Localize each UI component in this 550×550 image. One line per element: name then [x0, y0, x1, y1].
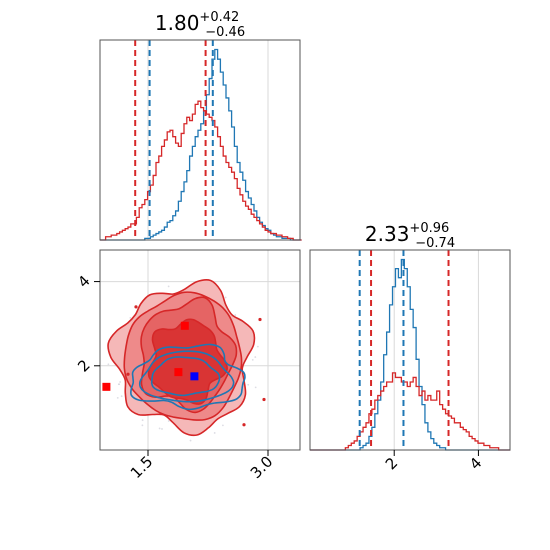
- y-hist-frame: [309, 249, 511, 451]
- sample-point: [141, 424, 144, 427]
- sample-point: [141, 419, 144, 422]
- x-marginal-histogram: 1.80+0.42 −0.46: [99, 10, 302, 241]
- sample-point: [234, 314, 237, 316]
- sample-point: [107, 363, 110, 366]
- blue-contour-3: [150, 356, 221, 397]
- outlier-point: [258, 317, 262, 322]
- joint-x-tick-label: 1.5: [127, 452, 157, 482]
- x-median: 1.80: [155, 11, 200, 35]
- truth-marker: [190, 372, 199, 381]
- blue-contour-1: [129, 343, 246, 411]
- joint-y-tick-label: 2: [74, 356, 93, 375]
- sample-point: [120, 395, 123, 398]
- x-hist-series-2-step: [100, 100, 302, 241]
- outlier-point: [134, 305, 138, 309]
- sample-point: [189, 439, 192, 442]
- joint-x-tick-label: 3.0: [247, 452, 277, 482]
- sample-point: [158, 427, 161, 430]
- x-hist-series-1-step: [100, 48, 302, 241]
- sample-point: [256, 345, 259, 348]
- y-hist-title: 2.33+0.96 −0.74: [365, 221, 455, 251]
- truth-marker: [174, 368, 183, 377]
- truth-marker: [180, 321, 189, 330]
- y-minus: −0.74: [415, 236, 455, 251]
- outlier-point: [242, 423, 246, 427]
- y-marginal-histogram: 2.33+0.96 −0.74 2 4: [309, 221, 511, 473]
- outlier-point: [262, 397, 266, 402]
- sample-point: [167, 285, 170, 288]
- sample-point: [224, 296, 227, 299]
- outlier-point: [126, 372, 130, 376]
- sample-point: [116, 396, 119, 399]
- sample-point: [254, 386, 257, 389]
- x-plus: +0.42: [199, 10, 239, 25]
- sample-point: [167, 420, 170, 422]
- sample-point: [117, 383, 120, 386]
- sample-point: [119, 381, 122, 383]
- sample-point: [129, 316, 132, 319]
- joint-contour-panel: 1.5 3.0 2 4: [74, 249, 301, 482]
- y-median: 2.33: [365, 222, 410, 246]
- joint-y-tick-label: 4: [74, 272, 93, 291]
- sample-point: [254, 356, 257, 358]
- sample-point: [222, 424, 224, 427]
- y-plus: +0.96: [409, 221, 449, 236]
- y-hist-series-1-step: [310, 258, 511, 451]
- x-hist-title: 1.80+0.42 −0.46: [155, 10, 245, 40]
- truth-marker: [102, 382, 111, 391]
- joint-frame: [99, 249, 301, 451]
- y-hist-series-2-step: [310, 372, 511, 451]
- x-hist-frame: [99, 39, 301, 241]
- blue-contour-2: [138, 350, 235, 403]
- sample-point: [251, 358, 254, 361]
- sample-point: [161, 428, 163, 430]
- sample-point: [247, 383, 250, 386]
- x-minus: −0.46: [205, 25, 245, 40]
- y-hist-tick-label: 4: [466, 454, 485, 473]
- sample-point: [213, 432, 216, 434]
- y-hist-tick-label: 2: [382, 454, 401, 473]
